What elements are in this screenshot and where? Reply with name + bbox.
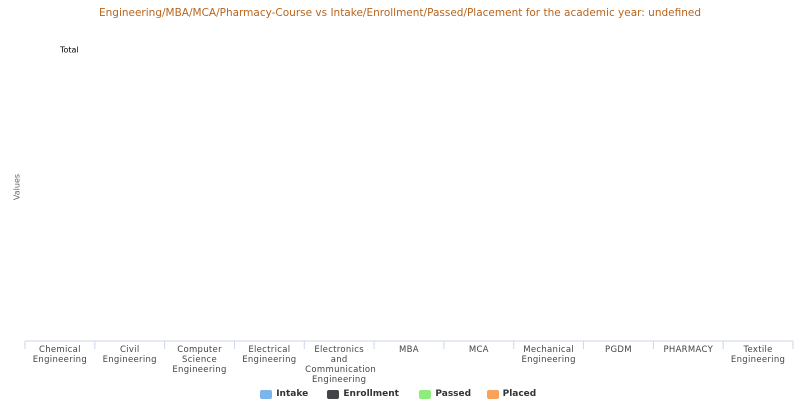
legend-item[interactable]: Passed xyxy=(419,389,471,399)
x-tick-label: MBA xyxy=(399,345,419,355)
legend-item[interactable]: Enrollment xyxy=(327,389,399,399)
x-tick-label: Electronics and Communication Engineerin… xyxy=(305,345,377,385)
legend-swatch xyxy=(419,389,432,399)
x-tick-label: Computer Science Engineering xyxy=(172,345,227,375)
x-tick-label: PGDM xyxy=(605,345,632,355)
x-tick-label: Electrical Engineering xyxy=(242,345,297,365)
legend-label: Passed xyxy=(435,389,472,399)
x-tick-label: MCA xyxy=(468,345,489,355)
chart-title: Engineering/MBA/MCA/Pharmacy-Course vs I… xyxy=(99,7,701,19)
legend-swatch xyxy=(260,389,273,399)
x-tick-label: Mechanical Engineering xyxy=(521,345,576,365)
legend-item[interactable]: Intake xyxy=(260,389,308,399)
legend-label: Placed xyxy=(502,389,537,399)
x-tick-label: PHARMACY xyxy=(663,345,714,355)
annotation: Total xyxy=(59,46,79,55)
legend-swatch xyxy=(327,389,340,399)
legend-swatch xyxy=(486,389,499,399)
legend-item[interactable]: Placed xyxy=(486,389,537,399)
legend-label: Enrollment xyxy=(343,389,399,399)
y-axis-label: Values xyxy=(13,174,22,200)
x-tick-label: Civil Engineering xyxy=(102,345,157,365)
x-tick-label: Chemical Engineering xyxy=(32,345,88,365)
x-tick-label: Textile Engineering xyxy=(730,345,786,365)
legend-label: Intake xyxy=(276,389,309,399)
